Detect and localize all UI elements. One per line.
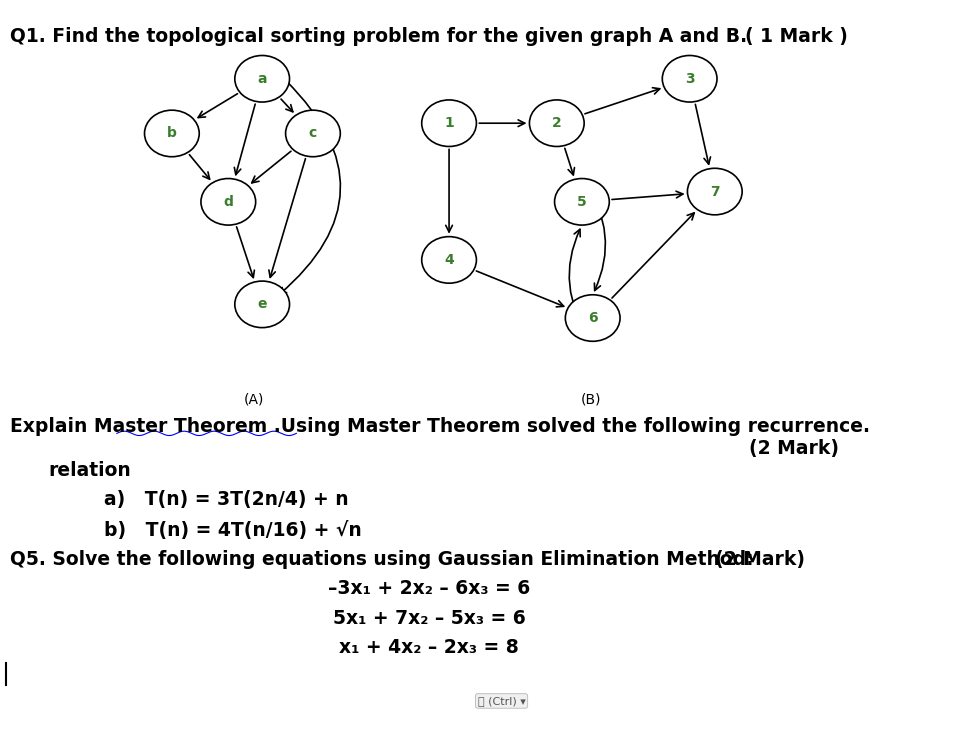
Text: Explain Master Theorem .Using Master Theorem solved the following recurrence.: Explain Master Theorem .Using Master The…	[10, 418, 870, 437]
Text: 4: 4	[444, 253, 454, 267]
Text: (2 Mark): (2 Mark)	[749, 439, 839, 458]
Text: d: d	[224, 195, 233, 209]
Text: a: a	[258, 72, 267, 85]
Circle shape	[201, 179, 256, 225]
Text: x₁ + 4x₂ – 2x₃ = 8: x₁ + 4x₂ – 2x₃ = 8	[339, 638, 519, 657]
Circle shape	[145, 110, 199, 157]
Text: Q1. Find the topological sorting problem for the given graph A and B.: Q1. Find the topological sorting problem…	[10, 27, 747, 46]
Text: –3x₁ + 2x₂ – 6x₃ = 6: –3x₁ + 2x₂ – 6x₃ = 6	[328, 580, 530, 599]
Text: e: e	[258, 297, 267, 312]
Text: c: c	[309, 126, 317, 140]
Text: 5x₁ + 7x₂ – 5x₃ = 6: 5x₁ + 7x₂ – 5x₃ = 6	[332, 609, 525, 628]
Text: 7: 7	[710, 185, 719, 199]
Text: 1: 1	[444, 116, 454, 130]
Circle shape	[422, 100, 476, 147]
Text: 5: 5	[577, 195, 587, 209]
Text: relation: relation	[49, 461, 131, 480]
Circle shape	[235, 55, 290, 102]
Circle shape	[422, 237, 476, 283]
Text: 6: 6	[588, 311, 598, 325]
Text: (2 Mark): (2 Mark)	[715, 550, 806, 569]
Text: b: b	[167, 126, 177, 140]
Circle shape	[662, 55, 717, 102]
Text: b)   T(n) = 4T(n/16) + √n: b) T(n) = 4T(n/16) + √n	[104, 520, 362, 539]
Text: Q5. Solve the following equations using Gaussian Elimination Method:: Q5. Solve the following equations using …	[10, 550, 753, 569]
Text: (A): (A)	[243, 393, 263, 407]
Text: a)   T(n) = 3T(2n/4) + n: a) T(n) = 3T(2n/4) + n	[104, 490, 349, 509]
Circle shape	[555, 179, 609, 225]
Circle shape	[530, 100, 584, 147]
Text: (B): (B)	[581, 393, 602, 407]
Text: 2: 2	[552, 116, 562, 130]
Text: 3: 3	[685, 72, 694, 85]
Text: 📋 (Ctrl) ▾: 📋 (Ctrl) ▾	[477, 696, 526, 706]
Text: ( 1 Mark ): ( 1 Mark )	[745, 27, 848, 46]
Circle shape	[286, 110, 340, 157]
Circle shape	[235, 281, 290, 328]
Circle shape	[566, 295, 620, 342]
Circle shape	[687, 169, 743, 215]
